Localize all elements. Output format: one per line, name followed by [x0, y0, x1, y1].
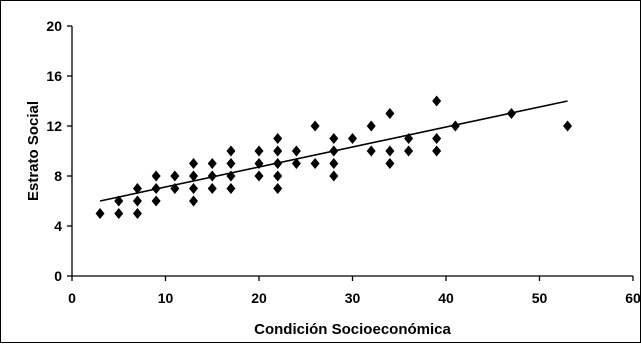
data-point [226, 170, 236, 182]
data-point [254, 145, 264, 157]
y-tick-label: 4 [54, 218, 62, 234]
data-point [273, 183, 283, 194]
data-point [310, 120, 320, 132]
data-point [273, 133, 283, 144]
data-point [207, 158, 217, 169]
x-axis-title: Condición Socioeconómica [254, 321, 451, 338]
data-point [189, 195, 199, 207]
data-point [254, 170, 264, 182]
data-point [226, 158, 236, 169]
data-point [151, 195, 161, 207]
data-point [170, 183, 180, 194]
data-point [291, 145, 301, 157]
data-point [404, 133, 414, 144]
y-tick-label: 16 [46, 68, 62, 84]
data-point [385, 108, 395, 119]
data-point [132, 183, 142, 194]
data-point [385, 158, 395, 169]
data-point [432, 145, 442, 157]
data-point [366, 145, 376, 157]
data-point [207, 183, 217, 194]
x-tick-label: 0 [68, 290, 76, 306]
data-point [404, 145, 414, 157]
data-point [506, 108, 516, 119]
data-point [189, 170, 199, 182]
data-point [450, 120, 460, 132]
data-point [151, 170, 161, 182]
data-point [273, 145, 283, 157]
data-point [329, 133, 339, 144]
data-point [132, 208, 142, 219]
y-axis-title: Estrato Social [25, 101, 42, 201]
data-point [432, 133, 442, 144]
data-point [385, 145, 395, 157]
data-point [95, 208, 105, 219]
data-point [189, 158, 199, 169]
axes: 0 4 8 12 16 20 0 10 20 30 40 50 60 [46, 18, 641, 306]
data-point [114, 208, 124, 219]
data-points [95, 95, 573, 219]
data-point [132, 195, 142, 207]
data-point [189, 183, 199, 194]
x-tick-label: 30 [345, 290, 361, 306]
x-tick-label: 60 [625, 290, 640, 306]
data-point [151, 183, 161, 194]
data-point [366, 120, 376, 132]
data-point [310, 158, 320, 169]
x-tick-label: 50 [532, 290, 548, 306]
data-point [226, 145, 236, 157]
data-point [348, 133, 357, 144]
data-point [432, 95, 442, 107]
data-point [329, 170, 339, 182]
data-point [329, 158, 339, 169]
y-tick-label: 0 [54, 268, 62, 284]
y-tick-label: 12 [46, 118, 62, 134]
data-point [329, 145, 339, 157]
y-tick-label: 8 [54, 168, 62, 184]
data-point [291, 158, 301, 169]
data-point [226, 183, 236, 194]
x-tick-label: 40 [438, 290, 454, 306]
scatter-chart: 0 4 8 12 16 20 0 10 20 30 40 50 60 Condición Socioec… [25, 18, 641, 338]
x-tick-label: 10 [158, 290, 174, 306]
data-point [207, 170, 217, 182]
data-point [114, 195, 124, 207]
data-point [273, 170, 283, 182]
data-point [563, 120, 573, 132]
data-point [273, 158, 283, 169]
data-point [170, 170, 180, 182]
y-tick-label: 20 [46, 18, 62, 34]
data-point [254, 158, 264, 169]
x-tick-label: 20 [251, 290, 267, 306]
